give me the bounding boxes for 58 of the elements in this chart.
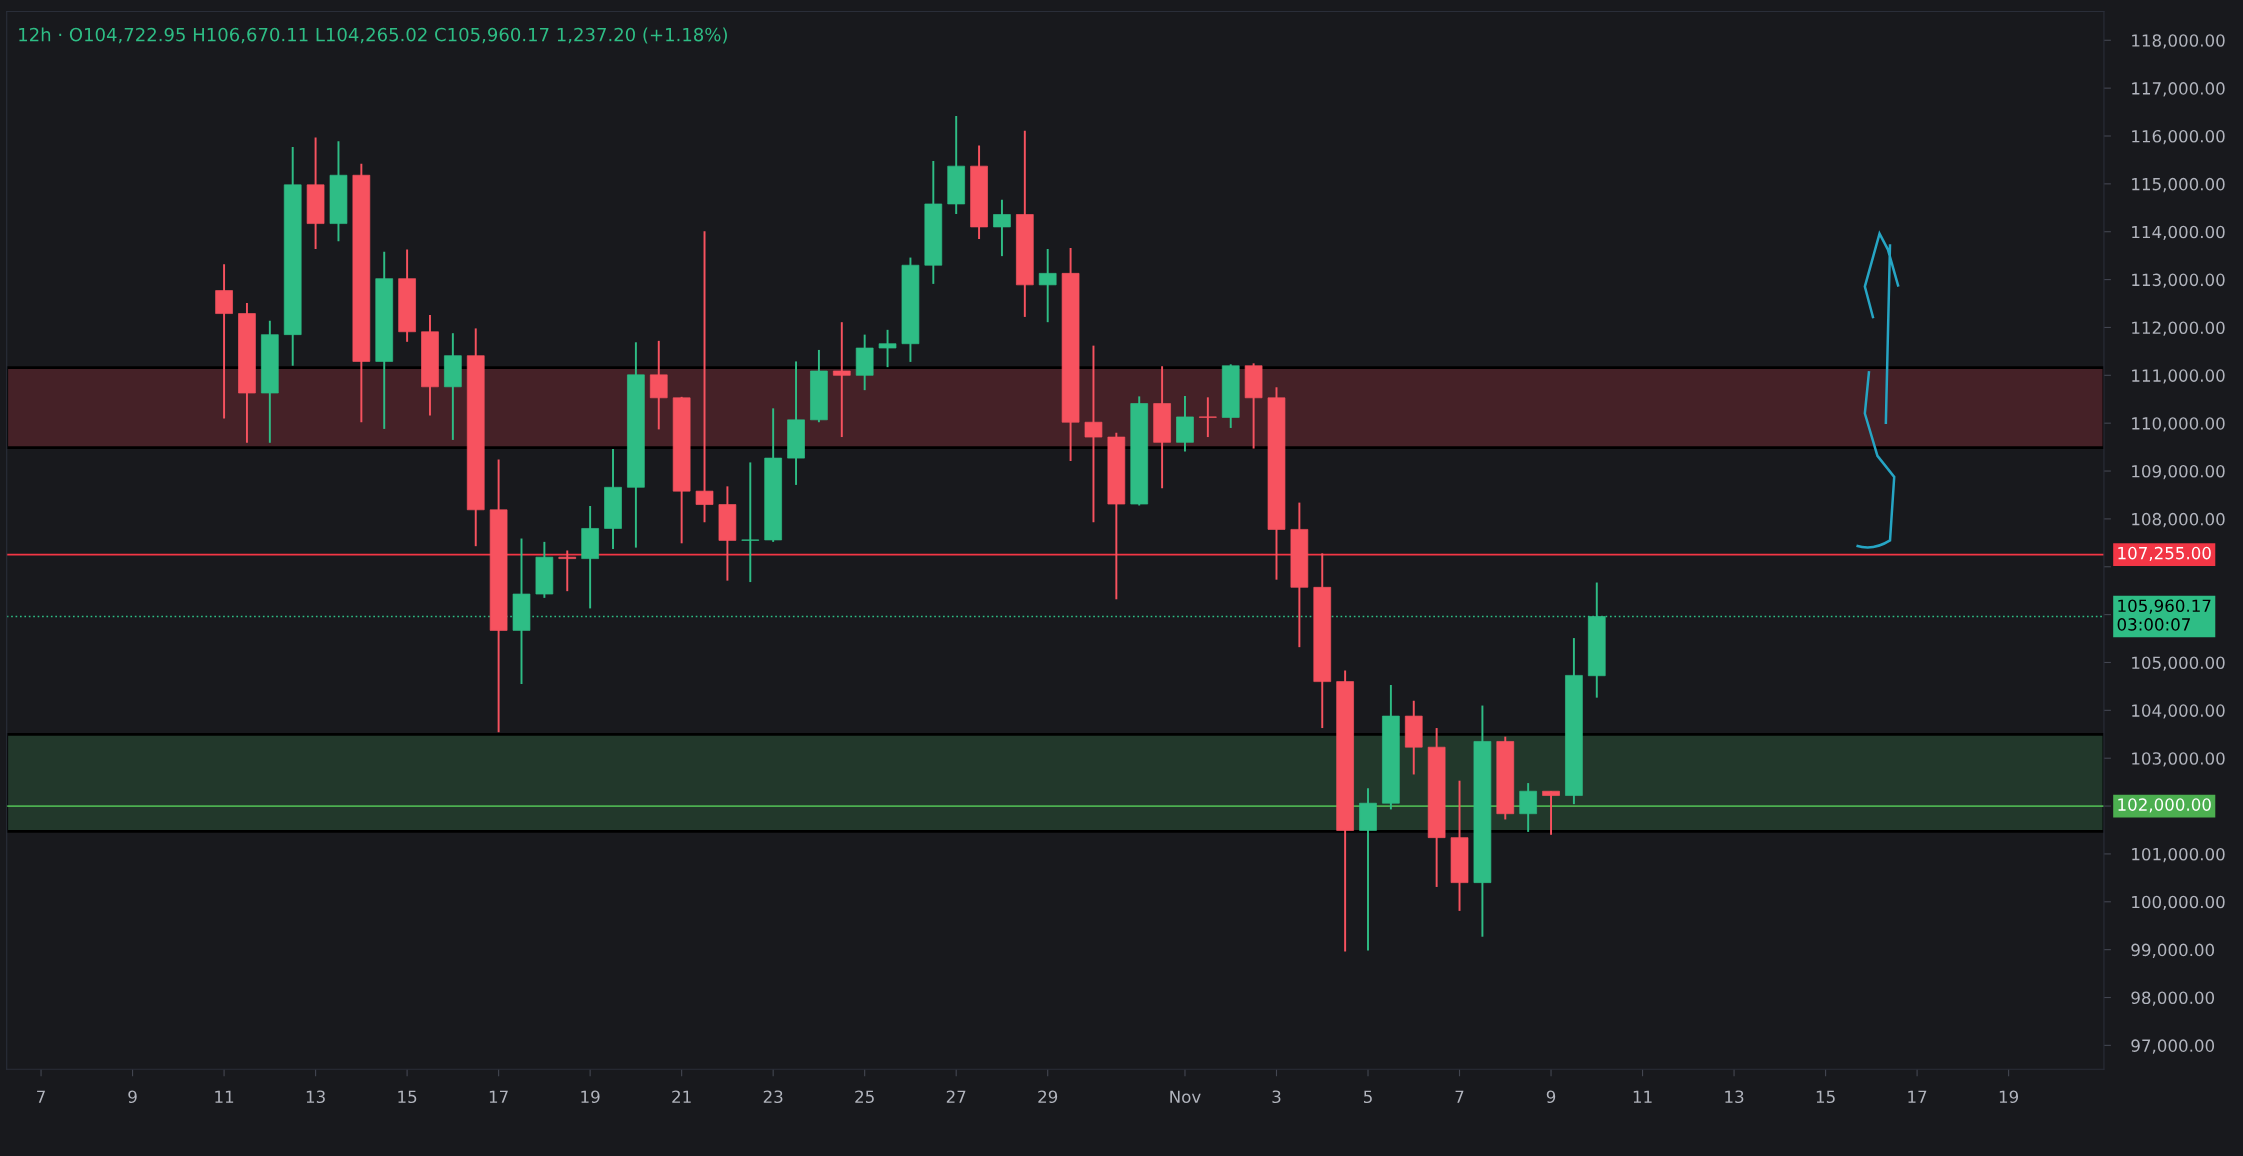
y-tick-label: 113,000.00 [2132,273,2225,288]
y-tick-label: 103,000.00 [2132,752,2225,767]
candlestick [1084,344,1103,524]
ref-line-label: 102,000.00 [2118,798,2211,813]
candlestick [878,328,897,369]
x-tick-label: 11 [1633,1090,1652,1103]
candlestick [215,263,233,420]
x-tick-label: 21 [672,1090,691,1103]
x-tick-label: 27 [946,1090,966,1103]
x-tick-label: 19 [581,1090,600,1104]
y-tick-label: 111,000.00 [2132,369,2225,384]
ref-line-label: 107,255.00 [2118,546,2211,562]
candlestick [1038,247,1057,324]
y-tick-label: 105,000.00 [2132,656,2225,671]
x-tick-label: 5 [1363,1090,1372,1104]
candlestick [993,198,1011,258]
candlestick [649,339,668,431]
candlestick [1542,790,1560,836]
y-tick-label: 118,000.00 [2132,34,2225,49]
y-tick-label: 108,000.00 [2132,512,2225,528]
y-tick-label: 110,000.00 [2132,417,2225,432]
x-tick-label: 25 [855,1090,874,1104]
candlestick [832,321,851,439]
candlestick [695,230,714,524]
candlestick [558,549,577,593]
x-tick-label: 7 [37,1090,45,1103]
ref-line-label: 105,960.17 03:00:07 [2117,599,2211,631]
y-tick-label: 99,000.00 [2131,943,2215,958]
y-tick-label: 101,000.00 [2132,847,2225,863]
y-tick-label: 97,000.00 [2131,1039,2215,1054]
y-tick-label: 116,000.00 [2132,129,2225,145]
y-tick-label: 114,000.00 [2132,225,2225,240]
x-tick-label: 9 [128,1090,137,1104]
y-tick-label: 117,000.00 [2132,82,2225,97]
candlestick [741,461,760,584]
x-tick-label: 11 [215,1090,234,1103]
x-tick-label: 15 [398,1090,417,1104]
text: 12h · O104,722.95 H106,670.11 L104,265.02 C105,960.17 1,237.20 (+1.18%) [19,27,727,44]
y-tick-label: 104,000.00 [2132,704,2225,719]
x-tick-label: 17 [1908,1090,1927,1103]
candlestick [1199,396,1217,439]
x-tick-label: Nov [1170,1090,1201,1104]
x-tick-label: 29 [1038,1090,1058,1104]
y-tick-label: 115,000.00 [2132,177,2225,193]
x-tick-label: 13 [306,1090,325,1104]
x-tick-label: 7 [1455,1090,1464,1103]
x-tick-label: 15 [1816,1090,1835,1104]
y-tick-label: 100,000.00 [2132,895,2225,911]
x-tick-label: 9 [1546,1090,1556,1104]
x-tick-label: 23 [763,1090,783,1104]
x-tick-label: 13 [1725,1090,1744,1104]
y-tick-label: 112,000.00 [2132,321,2225,336]
x-tick-label: 17 [489,1090,508,1103]
candlestick [1519,782,1537,833]
x-tick-label: 3 [1272,1090,1281,1104]
x-tick-label: 19 [1999,1090,2019,1104]
y-tick-label: 98,000.00 [2131,991,2215,1006]
y-tick-label: 109,000.00 [2132,464,2225,480]
